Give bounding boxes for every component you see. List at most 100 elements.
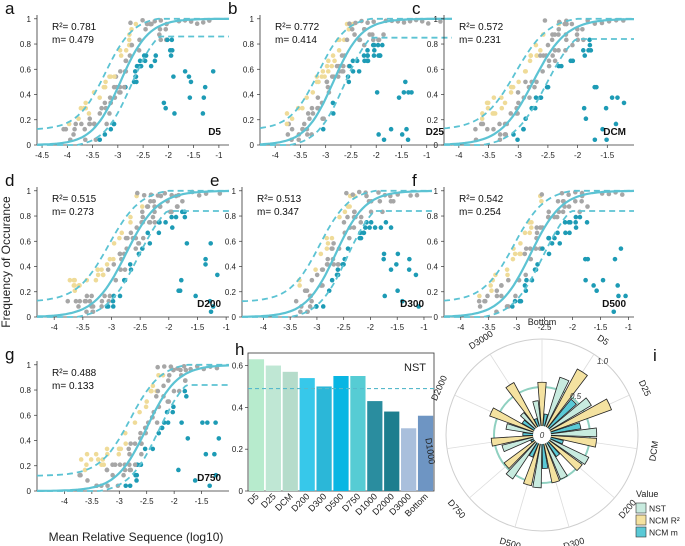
data-point bbox=[522, 230, 528, 236]
data-point bbox=[182, 214, 188, 220]
polar-bar-NCM R² bbox=[541, 368, 588, 436]
polar-bar-NST bbox=[501, 434, 543, 453]
y-tick-label: 0.6 bbox=[232, 362, 244, 371]
data-point bbox=[112, 74, 117, 79]
data-point bbox=[579, 199, 584, 204]
m-label: m= 0.414 bbox=[275, 35, 317, 46]
data-point bbox=[497, 132, 503, 137]
data-point bbox=[566, 192, 571, 198]
m-label: m= 0.479 bbox=[52, 35, 94, 46]
data-point bbox=[309, 298, 314, 304]
panel-b: b 0 0.2 0.4 0.6 0.8 1 -4 -3.5 -3 -2.5 -2 -1.5 -1 R²= 0… bbox=[228, 0, 452, 160]
r2-label: R²= 0.772 bbox=[275, 22, 320, 33]
data-point bbox=[615, 95, 620, 100]
data-point bbox=[176, 467, 181, 473]
data-point bbox=[186, 74, 192, 79]
data-point bbox=[545, 84, 551, 90]
data-point bbox=[102, 100, 108, 106]
x-tick-label: -3.5 bbox=[294, 151, 308, 160]
polar-bar-NST bbox=[541, 434, 590, 465]
data-point bbox=[178, 277, 184, 283]
x-tick-label: -2 bbox=[367, 323, 375, 332]
data-point bbox=[143, 27, 148, 32]
data-point bbox=[587, 42, 593, 48]
panel-i: iBottomD5D25DCMD200D300D500D750D1000D200… bbox=[423, 317, 679, 546]
data-point bbox=[150, 446, 156, 452]
data-point bbox=[84, 293, 90, 299]
data-point bbox=[582, 53, 588, 58]
data-point bbox=[324, 235, 330, 241]
data-point bbox=[314, 272, 320, 278]
bar-D25 bbox=[265, 365, 281, 491]
data-point bbox=[95, 272, 101, 278]
data-point bbox=[325, 69, 331, 74]
data-point bbox=[134, 478, 139, 483]
data-point bbox=[489, 288, 494, 294]
data-point bbox=[156, 230, 162, 236]
data-point bbox=[111, 262, 117, 267]
data-point bbox=[505, 272, 510, 278]
data-point bbox=[494, 288, 500, 294]
y-tick-label: 0.6 bbox=[427, 237, 439, 246]
polar-bar-NCM R² bbox=[489, 407, 543, 436]
data-point bbox=[76, 304, 81, 309]
data-point bbox=[296, 137, 302, 143]
y-tick-label: 0 bbox=[232, 313, 237, 322]
data-point bbox=[133, 21, 139, 27]
x-tick-label: -1 bbox=[223, 323, 231, 332]
bar-D200 bbox=[299, 378, 315, 491]
data-point bbox=[202, 84, 208, 90]
x-tick-label: -3 bbox=[322, 151, 330, 160]
data-point bbox=[309, 277, 315, 283]
data-point bbox=[550, 53, 555, 58]
y-tick-label: 0.6 bbox=[225, 237, 237, 246]
data-point bbox=[508, 111, 514, 116]
polar-bar-NCM m bbox=[541, 422, 582, 436]
data-point bbox=[314, 79, 320, 85]
data-point bbox=[203, 262, 208, 267]
data-point bbox=[419, 19, 425, 24]
data-point bbox=[104, 262, 110, 267]
category-label: D1000 bbox=[423, 437, 437, 465]
data-point bbox=[353, 20, 358, 26]
data-point bbox=[485, 293, 490, 299]
polar-bar-NCM m bbox=[541, 398, 577, 436]
data-point bbox=[356, 69, 362, 74]
data-point bbox=[538, 95, 544, 100]
data-point bbox=[570, 42, 575, 48]
data-point bbox=[182, 378, 188, 383]
data-point bbox=[532, 84, 537, 90]
data-point bbox=[540, 246, 545, 251]
data-point bbox=[97, 111, 103, 116]
data-point bbox=[97, 95, 102, 100]
data-point bbox=[116, 451, 122, 457]
data-point bbox=[350, 58, 356, 64]
m-label: m= 0.133 bbox=[52, 381, 94, 392]
data-point bbox=[111, 121, 117, 127]
data-point bbox=[113, 277, 119, 283]
data-point bbox=[534, 53, 540, 58]
fit-line bbox=[443, 18, 634, 146]
data-point bbox=[381, 137, 387, 143]
bar-D500 bbox=[333, 376, 349, 491]
y-tick-label: 0.2 bbox=[20, 288, 32, 297]
y-tick-label: 0.2 bbox=[20, 116, 32, 125]
x-tick-label: -3 bbox=[114, 151, 122, 160]
panel-letter: c bbox=[412, 0, 421, 18]
polar-bar-NCM R² bbox=[541, 398, 613, 436]
data-point bbox=[365, 58, 370, 64]
data-point bbox=[510, 304, 515, 309]
data-point bbox=[345, 246, 351, 251]
data-point bbox=[339, 69, 345, 74]
data-point bbox=[158, 37, 164, 43]
data-point bbox=[573, 220, 578, 225]
data-point bbox=[502, 100, 508, 106]
data-point bbox=[527, 95, 532, 100]
data-point bbox=[583, 277, 588, 283]
data-point bbox=[127, 483, 133, 489]
data-point bbox=[591, 283, 596, 288]
x-tick-label: -3 bbox=[313, 323, 321, 332]
data-point bbox=[95, 457, 101, 462]
data-point bbox=[87, 121, 92, 127]
